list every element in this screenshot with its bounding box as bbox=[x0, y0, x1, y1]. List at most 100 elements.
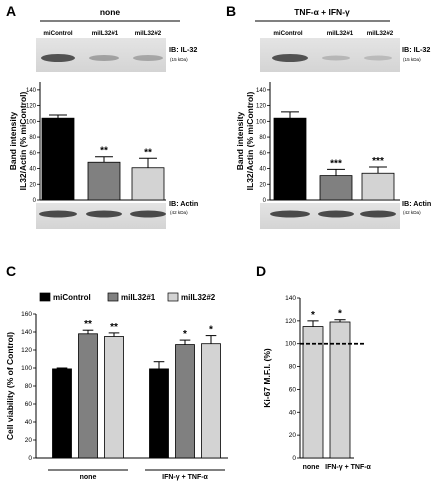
panel-B-lane-1: miControl bbox=[273, 30, 302, 37]
panel-A-actin-band-3 bbox=[130, 210, 166, 218]
panel-A-ytick-label: 100 bbox=[26, 119, 37, 125]
panel-A-il32-band-1 bbox=[41, 54, 75, 62]
panel-C-legend: miControl miIL32#1 miIL32#2 bbox=[39, 292, 216, 302]
panel-B-bar-2 bbox=[319, 175, 353, 201]
panel-C-category-label: IFN-γ + TNF-α bbox=[162, 474, 208, 481]
panel-B-ytick-label: 0 bbox=[263, 198, 267, 204]
panel-C-bar-miIL32#2-2-significance: * bbox=[209, 325, 213, 336]
panel-A-lane-3: miIL32#2 bbox=[135, 30, 162, 37]
panel-A-bar-3 bbox=[131, 167, 165, 201]
panel-C-bar-miIL32#1-1-significance: ** bbox=[84, 319, 92, 330]
panel-B-actin-band-1 bbox=[270, 210, 310, 218]
panel-A-bar-3-significance: ** bbox=[144, 147, 152, 158]
panel-D-bar-1 bbox=[302, 326, 324, 459]
panel-A-ytick-label: 140 bbox=[26, 88, 37, 94]
panel-C-bar-miIL32#1-2-significance: * bbox=[183, 329, 187, 340]
panel-C-ytick-label: 60 bbox=[25, 401, 33, 408]
panel-C-legend-swatch-2 bbox=[107, 292, 119, 302]
panel-B-y-label: Band intensityIL32/Actin (% miControl) bbox=[235, 91, 255, 190]
panel-D-chart: 0 20 40 60 80 100 120 140 Ki-67 M.F.I. (%) * none *… bbox=[262, 295, 372, 471]
panel-B-il32-band-3 bbox=[364, 55, 392, 61]
panel-C-ytick-label: 20 bbox=[25, 437, 33, 444]
panel-A-ytick-label: 0 bbox=[33, 198, 37, 204]
panel-B-lane-2: miIL32#1 bbox=[327, 30, 354, 37]
panel-D-y-label: Ki-67 M.F.I. (%) bbox=[262, 348, 272, 408]
panel-A-actin-band-1 bbox=[39, 210, 77, 218]
panel-C-y-label: Cell viability (% of Control) bbox=[5, 332, 15, 440]
panel-A-ytick-label: 80 bbox=[29, 135, 36, 141]
panel-D-ytick-label: 20 bbox=[289, 432, 297, 439]
panel-D-letter: D bbox=[256, 263, 266, 279]
panel-A-actin-kda: (42 kDa) bbox=[170, 210, 188, 215]
panel-A-actin-band-2 bbox=[86, 210, 122, 218]
panel-D-ytick-label: 0 bbox=[292, 455, 296, 462]
panel-B-ytick-label: 60 bbox=[259, 151, 266, 157]
panel-B-bar-2-significance: *** bbox=[330, 158, 342, 169]
panel-B-il32-kda: (15 kDa) bbox=[403, 57, 421, 62]
panel-C-bar-miIL32#2-1-significance: ** bbox=[110, 322, 118, 333]
panel-C-bar-miIL32#2-1 bbox=[104, 336, 124, 459]
panel-C-legend-label-2: miIL32#1 bbox=[121, 293, 156, 302]
panel-B-il32-band-2 bbox=[322, 55, 350, 61]
panel-C-category-label: none bbox=[80, 474, 97, 481]
panel-B-ytick-label: 20 bbox=[259, 182, 266, 188]
panel-A-ytick-label: 40 bbox=[29, 167, 36, 173]
panel-A-letter: A bbox=[6, 3, 16, 19]
panel-D-category-label: none bbox=[303, 464, 320, 471]
panel-A-il32-label: IB: IL-32 bbox=[169, 45, 197, 54]
panel-D-ytick-label: 120 bbox=[285, 318, 296, 325]
panel-B-bar-3-significance: *** bbox=[372, 156, 384, 167]
panel-C-ytick-label: 120 bbox=[21, 347, 32, 354]
panel-A-il32-band-3 bbox=[133, 55, 163, 61]
panel-B-bar-3 bbox=[361, 172, 395, 201]
panel-C-chart: 0 20 40 60 80 100 120 140 160 Cell viability (% o… bbox=[5, 311, 228, 481]
panel-C-ytick-label: 160 bbox=[21, 311, 32, 318]
panel-C-ytick-label: 140 bbox=[21, 329, 32, 336]
panel-C-bar-miIL32#2-2 bbox=[201, 343, 221, 459]
panel-B-bar-1 bbox=[273, 117, 307, 201]
panel-C-bar-miControl-1 bbox=[52, 368, 72, 459]
panel-D-ytick-label: 80 bbox=[289, 364, 297, 371]
panel-B-ytick-label: 120 bbox=[256, 104, 267, 110]
panel-C-legend-swatch-1 bbox=[39, 292, 51, 302]
panel-C-ytick-label: 80 bbox=[25, 383, 33, 390]
panel-C-legend-label-1: miControl bbox=[53, 293, 91, 302]
panel-A-condition: none bbox=[100, 7, 121, 17]
panel-A-ytick-label: 20 bbox=[29, 182, 36, 188]
panel-C-legend-swatch-3 bbox=[167, 292, 179, 302]
panel-A-lane-2: miIL32#1 bbox=[92, 30, 119, 37]
panel-C-letter: C bbox=[6, 263, 16, 279]
panel-D-ytick-label: 100 bbox=[285, 341, 296, 348]
panel-B-actin-band-3 bbox=[360, 210, 396, 218]
panel-B-letter: B bbox=[226, 3, 236, 19]
panel-A-ytick-label: 120 bbox=[26, 104, 37, 110]
panel-D-bar-2-significance: * bbox=[338, 309, 342, 320]
panel-C-bar-miIL32#1-2 bbox=[175, 344, 195, 459]
panel-A-il32-band-2 bbox=[89, 55, 119, 61]
panel-B-ytick-label: 40 bbox=[259, 167, 266, 173]
panel-A-il32-kda: (15 kDa) bbox=[170, 57, 188, 62]
panel-C-bar-miControl-2 bbox=[149, 368, 169, 459]
panel-D-ytick-label: 60 bbox=[289, 386, 297, 393]
panel-B-condition: TNF-α + IFN-γ bbox=[294, 7, 350, 17]
panel-B-actin-kda: (42 kDa) bbox=[403, 210, 421, 215]
panel-C-ytick-label: 100 bbox=[21, 365, 32, 372]
panel-C-ytick-label: 40 bbox=[25, 419, 33, 426]
panel-D-bar-2 bbox=[329, 321, 351, 459]
panel-D-category-label: IFN-γ + TNF-α bbox=[325, 464, 371, 471]
panel-A-bar-2 bbox=[87, 161, 121, 201]
panel-A-lane-1: miControl bbox=[43, 30, 72, 37]
panel-A-y-label: Band intensityIL32/Actin (% miControl) bbox=[8, 91, 28, 190]
panel-B-il32-band-1 bbox=[272, 54, 308, 62]
panel-D-bar-1-significance: * bbox=[311, 310, 315, 321]
panel-A-bar-1 bbox=[41, 117, 75, 201]
panel-D-ytick-label: 140 bbox=[285, 295, 296, 302]
panel-B-lane-3: miIL32#2 bbox=[367, 30, 394, 37]
panel-A-bar-2-significance: ** bbox=[100, 146, 108, 157]
panel-C-legend-label-3: miIL32#2 bbox=[181, 293, 216, 302]
panel-A-ytick-label: 60 bbox=[29, 151, 36, 157]
panel-B-ytick-label: 100 bbox=[256, 119, 267, 125]
